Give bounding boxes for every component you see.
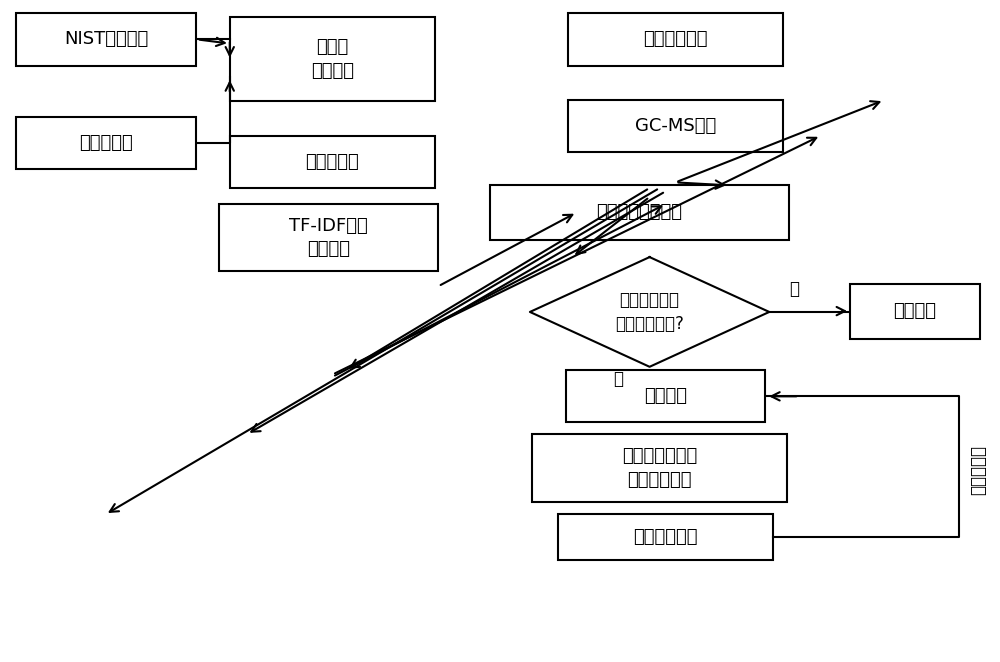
FancyBboxPatch shape (230, 136, 435, 188)
Text: 否: 否 (789, 281, 799, 299)
Text: 提取特征碎片谱图: 提取特征碎片谱图 (597, 203, 683, 221)
FancyBboxPatch shape (568, 100, 783, 152)
Text: 半定量计算: 半定量计算 (969, 445, 987, 495)
Text: TF-IDF计算
特征碎片: TF-IDF计算 特征碎片 (289, 217, 368, 258)
FancyBboxPatch shape (566, 370, 765, 422)
FancyBboxPatch shape (532, 434, 787, 502)
Text: 风险样品: 风险样品 (644, 387, 687, 405)
Text: 数据库建立: 数据库建立 (306, 153, 359, 171)
Text: NIST谱库收集: NIST谱库收集 (64, 30, 148, 48)
Text: 同一时间存在
多个特征碎片?: 同一时间存在 多个特征碎片? (615, 291, 684, 333)
Text: 待测食品样品: 待测食品样品 (643, 30, 708, 48)
Text: 安全样品: 安全样品 (893, 302, 936, 320)
Text: 标准品检测: 标准品检测 (79, 134, 133, 152)
FancyBboxPatch shape (16, 117, 196, 169)
FancyBboxPatch shape (558, 514, 773, 561)
Text: GC-MS检测: GC-MS检测 (635, 117, 716, 135)
Text: 匹配数据库中结
构相似化合物: 匹配数据库中结 构相似化合物 (622, 448, 697, 489)
Text: 是: 是 (613, 371, 623, 389)
FancyBboxPatch shape (230, 17, 435, 101)
Text: 质荷比
相对丰度: 质荷比 相对丰度 (311, 38, 354, 79)
FancyBboxPatch shape (219, 204, 438, 271)
FancyBboxPatch shape (850, 284, 980, 338)
FancyBboxPatch shape (568, 13, 783, 66)
FancyBboxPatch shape (490, 185, 789, 240)
Polygon shape (530, 257, 769, 367)
FancyBboxPatch shape (16, 13, 196, 66)
Text: 标准曲线配制: 标准曲线配制 (633, 528, 698, 546)
